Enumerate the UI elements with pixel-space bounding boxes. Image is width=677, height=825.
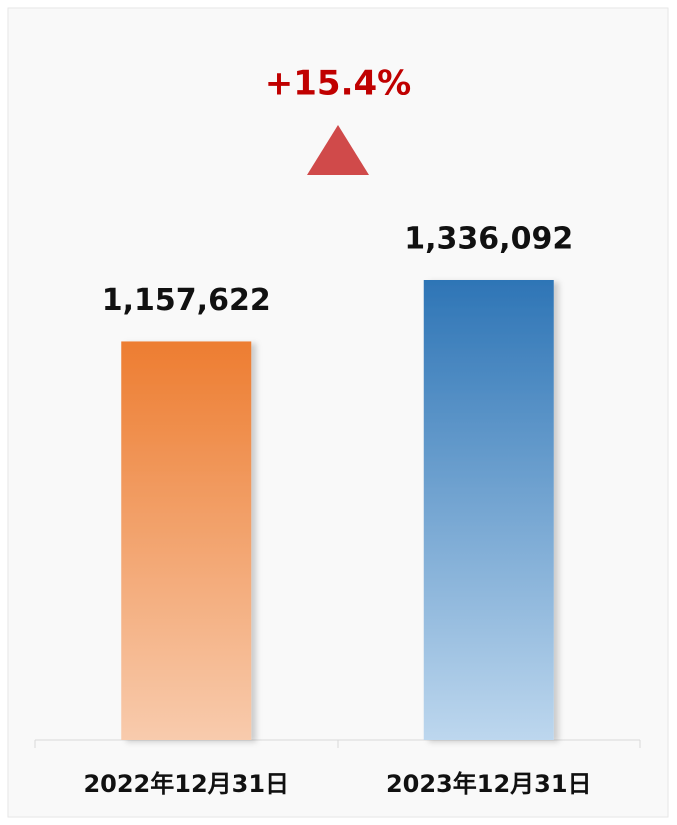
value-label: 1,157,622 xyxy=(102,283,271,318)
bar xyxy=(121,341,252,740)
value-label: 1,336,092 xyxy=(404,222,573,257)
x-tick-label: 2022年12月31日 xyxy=(83,770,289,798)
x-tick-label: 2023年12月31日 xyxy=(386,770,592,798)
increase-marker xyxy=(307,125,369,175)
bar xyxy=(423,280,554,740)
annotation: +15.4% xyxy=(265,64,411,104)
